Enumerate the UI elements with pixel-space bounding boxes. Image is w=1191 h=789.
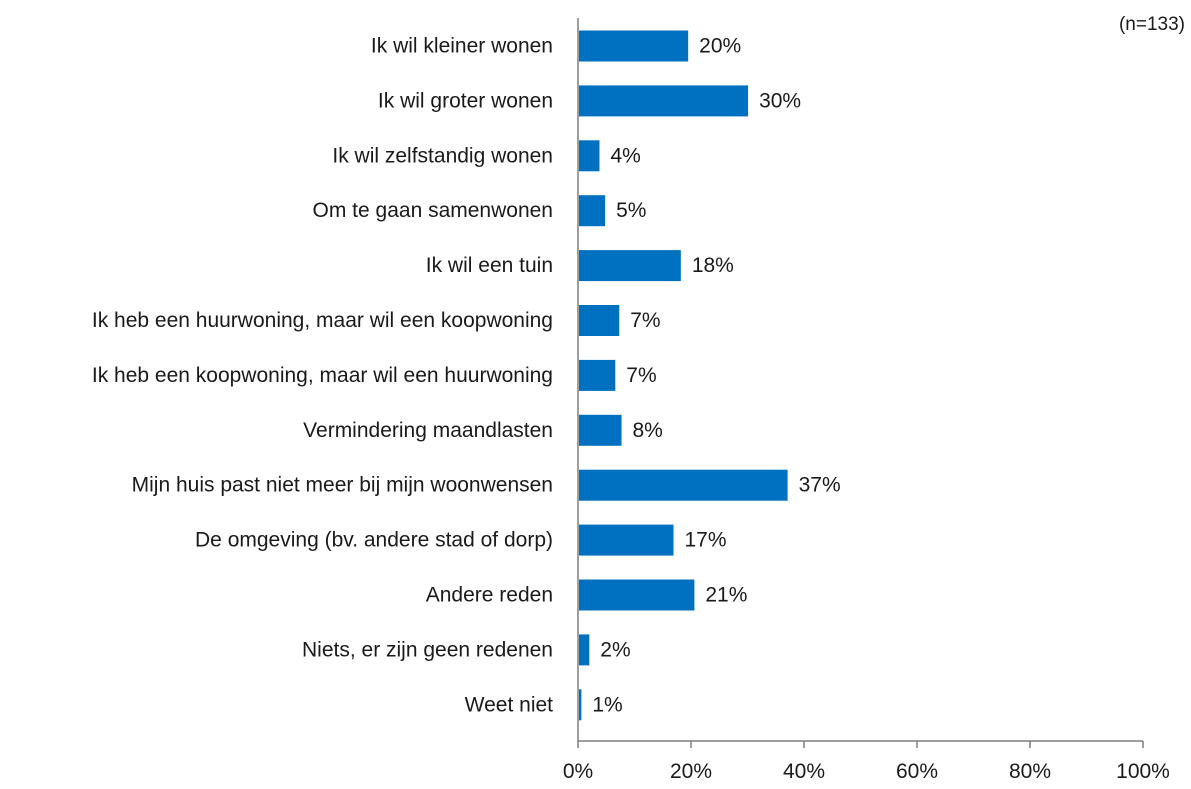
x-tick-label: 80% [1009,760,1051,783]
bar-row: Ik wil een tuin 18% [426,250,734,282]
bar-row: Ik wil groter wonen 30% [378,85,801,117]
value-label: 21% [705,584,747,607]
value-label: 8% [633,419,663,442]
category-label: Ik heb een huurwoning, maar wil een koop… [92,309,553,332]
value-label: 7% [630,309,660,332]
value-label: 30% [759,89,801,112]
bar [579,85,749,117]
x-tick-label: 100% [1116,760,1170,783]
bar [579,414,622,446]
bar-row: De omgeving (bv. andere stad of dorp) 17% [195,524,727,556]
bar-row: Mijn huis past niet meer bij mijn woonwe… [132,469,841,501]
value-label: 1% [592,693,622,716]
bar [579,524,674,556]
category-label: Vermindering maandlasten [303,419,553,442]
value-label: 5% [616,199,646,222]
category-label: De omgeving (bv. andere stad of dorp) [195,529,553,552]
x-tick-label: 40% [783,760,825,783]
value-label: 17% [684,529,726,552]
bar [579,195,606,227]
value-label: 2% [600,638,630,661]
x-tick-label: 0% [563,760,593,783]
sample-size-note: (n=133) [1119,14,1185,35]
bar-row: Andere reden 21% [426,579,747,611]
bar [579,250,681,282]
value-label: 37% [799,474,841,497]
category-label: Om te gaan samenwonen [313,199,553,222]
value-label: 20% [699,35,741,58]
bars-layer: Ik wil kleiner wonen 20% Ik wil groter won… [92,30,841,721]
bar-row: Vermindering maandlasten 8% [303,414,663,446]
x-tick-label: 20% [670,760,712,783]
axis-layer: 0% 20% 40% 60% 80% 100% [563,18,1170,783]
category-label: Ik heb een koopwoning, maar wil een huur… [92,364,553,387]
bar-row: Niets, er zijn geen redenen 2% [302,634,631,666]
bar [579,305,620,336]
category-label: Ik wil kleiner wonen [371,35,553,58]
bar-row: Ik wil kleiner wonen 20% [371,30,741,62]
value-label: 4% [610,144,640,167]
bar-row: Weet niet 1% [465,689,623,721]
category-label: Ik wil zelfstandig wonen [332,144,553,167]
value-label: 18% [692,254,734,277]
bar [579,634,590,666]
category-label: Niets, er zijn geen redenen [302,638,553,661]
bar-row: Ik heb een huurwoning, maar wil een koop… [92,305,661,336]
category-label: Mijn huis past niet meer bij mijn woonwe… [132,474,553,497]
value-label: 7% [626,364,656,387]
bar-row: Ik heb een koopwoning, maar wil een huur… [92,359,657,391]
category-label: Ik wil groter wonen [378,89,553,112]
bar [579,469,788,501]
bar-row: Ik wil zelfstandig wonen 4% [332,140,641,172]
category-label: Weet niet [465,693,553,716]
bar [579,689,582,721]
bar [579,359,616,391]
category-label: Andere reden [426,584,553,607]
bar [579,140,600,172]
category-label: Ik wil een tuin [426,254,553,277]
x-tick-label: 60% [896,760,938,783]
bar [579,30,689,62]
bar [579,579,695,611]
bar-row: Om te gaan samenwonen 5% [313,195,646,227]
